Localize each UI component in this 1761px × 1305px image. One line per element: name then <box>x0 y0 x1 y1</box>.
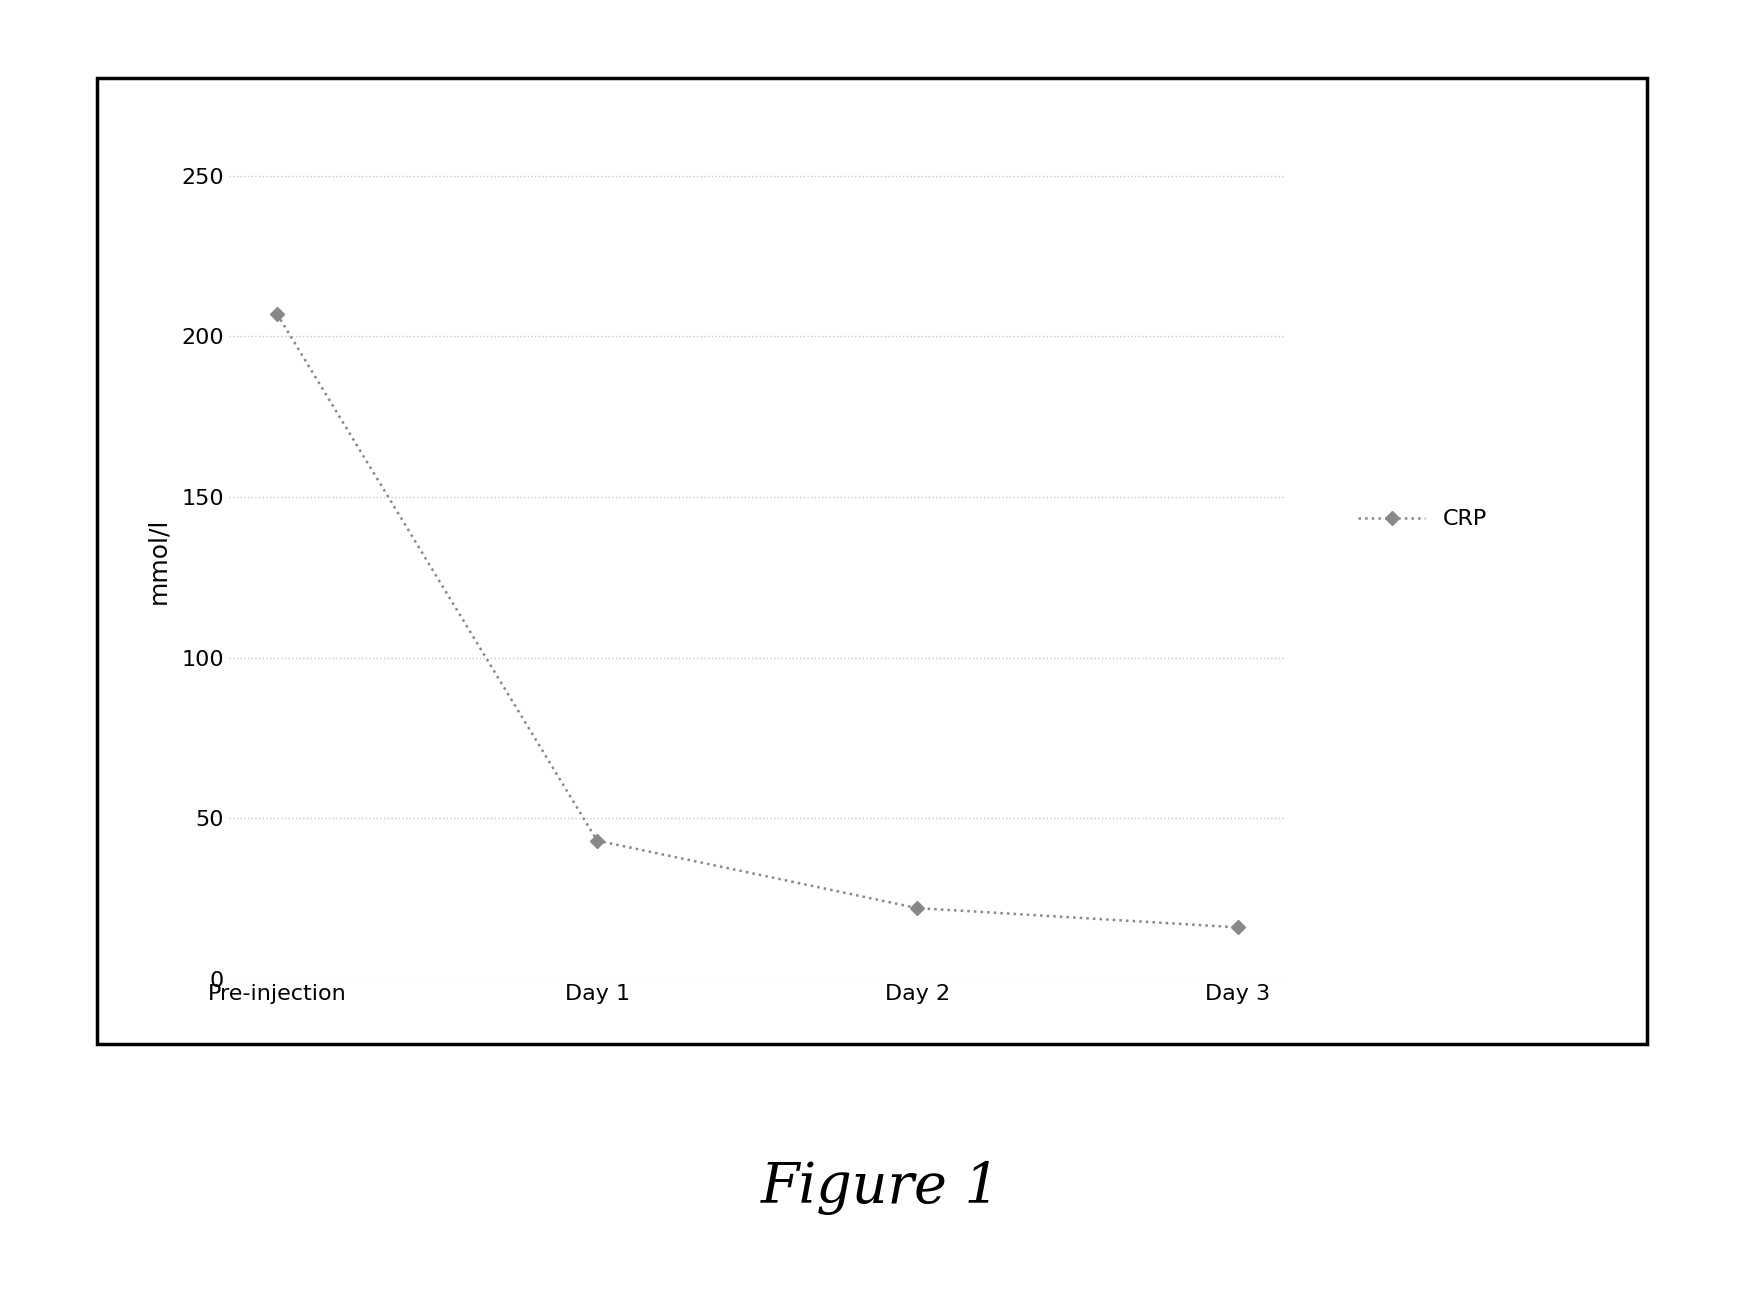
Legend: CRP: CRP <box>1349 501 1495 538</box>
Y-axis label: mmol/l: mmol/l <box>146 518 171 604</box>
CRP <box>266 305 287 321</box>
CRP <box>1227 920 1249 936</box>
CRP <box>907 900 928 916</box>
Text: Figure 1: Figure 1 <box>761 1160 1000 1215</box>
CRP <box>586 833 608 848</box>
Line: CRP: CRP <box>273 309 1242 932</box>
